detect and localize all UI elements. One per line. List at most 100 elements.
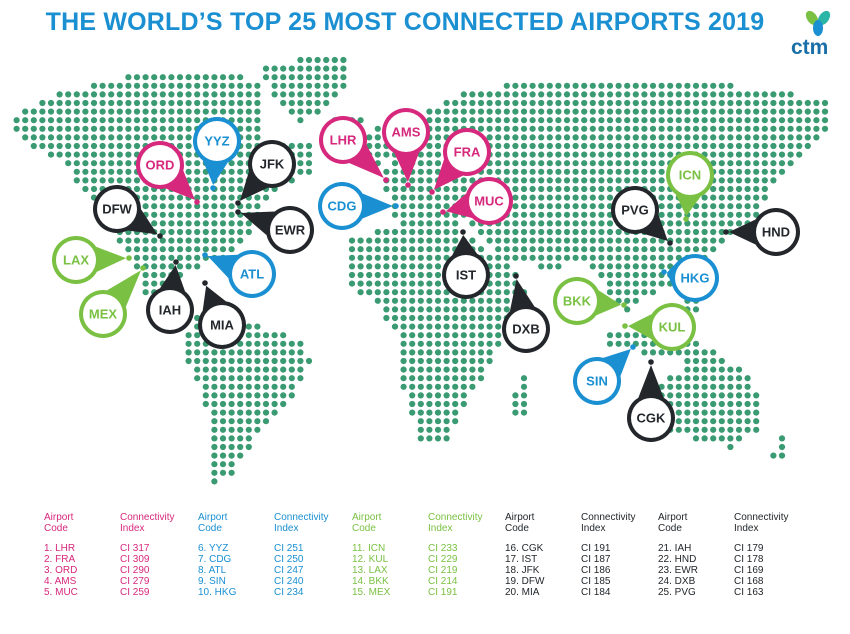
legend-airport-rank: 9. SIN xyxy=(198,576,226,587)
pin-label: CGK xyxy=(637,411,667,426)
pin-face xyxy=(323,120,363,160)
location-dot xyxy=(723,229,729,235)
legend-ci-value: CI 179 xyxy=(734,543,764,554)
page-title: THE WORLD’S TOP 25 MOST CONNECTED AIRPOR… xyxy=(45,8,765,36)
legend-ci-value: CI 240 xyxy=(274,576,304,587)
legend-airport-column: Airport Code 21. IAH 22. HND 23. EWR 24. DXB 2… xyxy=(658,512,698,598)
location-dot xyxy=(405,182,411,188)
pin-lhr: LHR xyxy=(319,116,389,183)
legend-ci-value: CI 178 xyxy=(734,554,764,565)
pin-tail xyxy=(349,144,384,178)
legend-airport-rank: 12. KUL xyxy=(352,554,389,565)
pin-tail xyxy=(160,264,185,292)
legend-ci-column: Connectivity Index CI 179 CI 178 CI 169 CI 16… xyxy=(734,512,788,598)
pin-label: MEX xyxy=(89,307,118,322)
pin-lax: LAX xyxy=(52,236,132,284)
location-dot xyxy=(621,302,627,308)
pin-face xyxy=(322,186,362,226)
legend-airport-column: Airport Code 16. CGK 17. IST 18. JFK 19. DFW 2… xyxy=(505,512,544,598)
legend-ci-value: CI 219 xyxy=(428,565,458,576)
legend-airport-rank: 17. IST xyxy=(505,554,538,565)
location-dot xyxy=(126,255,132,261)
pin-tail xyxy=(638,365,664,398)
location-dot xyxy=(235,209,241,215)
legend-ci-value: CI 250 xyxy=(274,554,304,565)
legend-ci-value: CI 168 xyxy=(734,576,764,587)
location-dot xyxy=(683,216,689,222)
location-dot xyxy=(202,280,208,286)
pin-atl: ATL xyxy=(202,250,276,298)
pin-ams: AMS xyxy=(382,108,430,188)
pin-face xyxy=(756,212,796,252)
pin-tail xyxy=(202,285,226,311)
pin-tail xyxy=(452,234,478,256)
legend-airport-rank: 2. FRA xyxy=(44,554,76,565)
pin-ist: IST xyxy=(442,229,490,299)
legend-airport-rank: 4. AMS xyxy=(44,576,77,587)
pin-label: JFK xyxy=(260,157,285,172)
legend-ci-value: CI 185 xyxy=(581,576,611,587)
legend-airport-rank: 23. EWR xyxy=(658,565,699,576)
pin-label: ORD xyxy=(146,158,175,173)
pin-face xyxy=(577,361,617,401)
pin-hnd: HND xyxy=(723,208,800,256)
location-dot xyxy=(648,359,654,365)
pin-tail xyxy=(509,278,535,312)
pin-tail xyxy=(641,214,668,241)
legend-ci-value: CI 234 xyxy=(274,587,304,598)
pin-tail xyxy=(394,151,420,183)
pin-ord: ORD xyxy=(136,141,200,205)
legend-airport-rank: 20. MIA xyxy=(505,587,540,598)
pin-tail xyxy=(362,193,393,219)
pin-face xyxy=(557,281,597,321)
legend-ci-value: CI 187 xyxy=(581,554,611,565)
legend-ci-header: Connectivity Index xyxy=(120,512,175,534)
location-dot xyxy=(429,189,435,195)
logo-leaf-icon xyxy=(805,10,831,36)
legend-airport-header: Airport Code xyxy=(44,512,74,534)
legend-airport-rank: 10. HKG xyxy=(198,587,237,598)
legend-ci-column: Connectivity Index CI 191 CI 187 CI 186 CI 18… xyxy=(581,512,635,598)
pin-label: IST xyxy=(456,268,476,283)
location-dot xyxy=(630,344,636,350)
pin-face xyxy=(446,255,486,295)
pin-pvg: PVG xyxy=(611,186,673,246)
pin-sin: SIN xyxy=(573,344,636,405)
legend-ci-column: Connectivity Index CI 317 CI 309 CI 290 CI 27… xyxy=(120,512,174,598)
legend-ci-value: CI 317 xyxy=(120,543,150,554)
legend-airport-rank: 1. LHR xyxy=(44,543,76,554)
legend-airport-rank: 11. ICN xyxy=(352,543,386,554)
legend-airport-rank: 8. ATL xyxy=(198,565,227,576)
legend-airport-rank: 19. DFW xyxy=(505,576,545,587)
pin-label: SIN xyxy=(586,374,608,389)
legend-airport-header: Airport Code xyxy=(658,512,688,534)
legend-ci-value: CI 233 xyxy=(428,543,458,554)
legend-airport-rank: 14. BKK xyxy=(352,576,389,587)
pin-dfw: DFW xyxy=(93,185,163,239)
legend-ci-value: CI 251 xyxy=(274,543,304,554)
pin-label: MUC xyxy=(474,194,504,209)
pin-label: BKK xyxy=(563,294,592,309)
pin-face xyxy=(270,210,310,250)
pin-muc: MUC xyxy=(440,177,513,225)
pin-face xyxy=(447,132,487,172)
pin-label: IAH xyxy=(159,303,181,318)
location-dot xyxy=(202,252,208,258)
legend-airport-column: Airport Code 1. LHR 2. FRA 3. ORD 4. AMS 5. MU… xyxy=(44,512,78,598)
legend-ci-value: CI 247 xyxy=(274,565,304,576)
location-dot xyxy=(173,259,179,265)
pin-iah: IAH xyxy=(146,259,194,334)
pin-face xyxy=(675,258,715,298)
pin-mex: MEX xyxy=(79,265,146,338)
pin-tail xyxy=(729,219,756,245)
pin-face xyxy=(202,305,242,345)
location-dot xyxy=(513,273,519,279)
legend-ci-value: CI 163 xyxy=(734,587,764,598)
pin-label: PVG xyxy=(621,203,648,218)
location-dot xyxy=(667,240,673,246)
pin-tail xyxy=(239,171,269,201)
pin-tail xyxy=(165,170,195,200)
pin-tail xyxy=(127,209,158,235)
pin-label: KUL xyxy=(659,320,686,335)
legend-airport-header: Airport Code xyxy=(198,512,228,534)
